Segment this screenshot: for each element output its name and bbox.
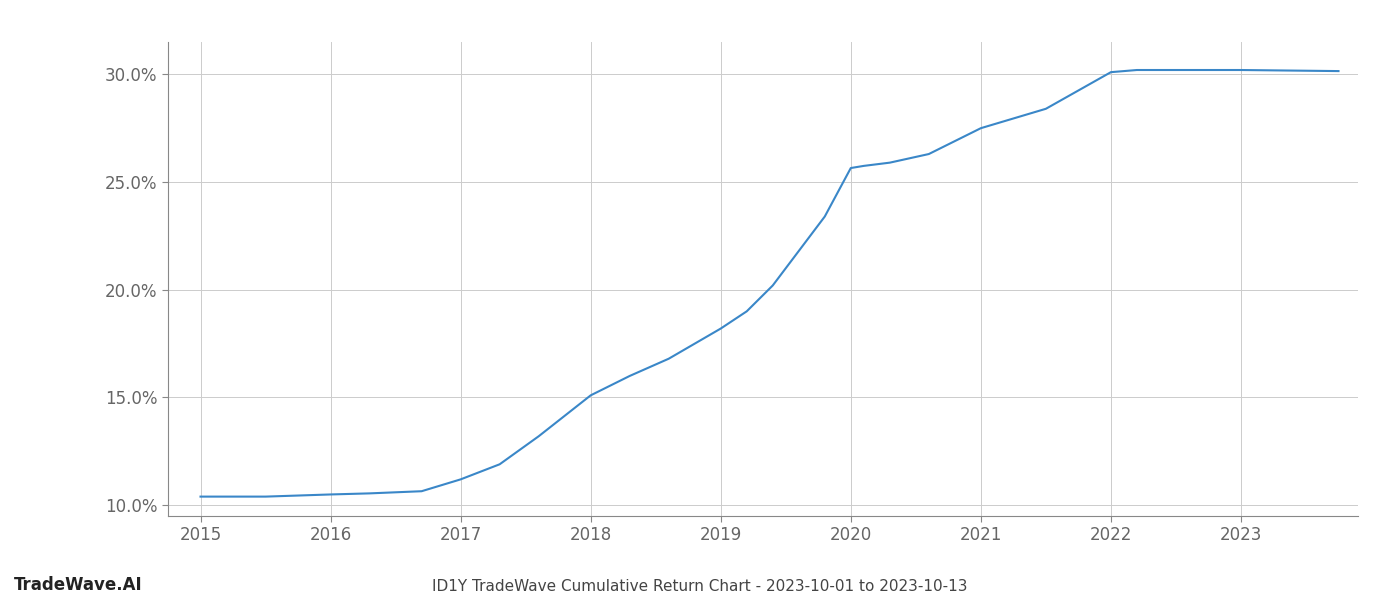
- Text: TradeWave.AI: TradeWave.AI: [14, 576, 143, 594]
- Text: ID1Y TradeWave Cumulative Return Chart - 2023-10-01 to 2023-10-13: ID1Y TradeWave Cumulative Return Chart -…: [433, 579, 967, 594]
